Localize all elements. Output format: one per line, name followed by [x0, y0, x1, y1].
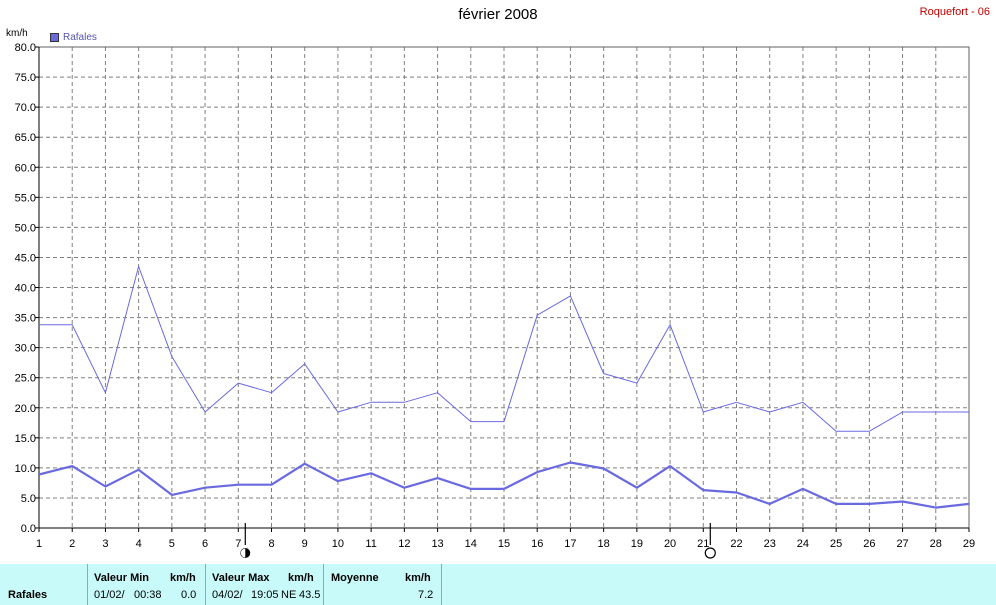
- x-tick-label: 20: [664, 538, 676, 550]
- stats-bar: Rafales Valeur Min km/h 01/02/ 00:38 0.0…: [0, 564, 996, 605]
- x-tick-label: 5: [169, 538, 175, 550]
- min-header: Valeur Min: [94, 572, 150, 584]
- x-tick-label: 11: [365, 538, 376, 550]
- x-tick-label: 10: [332, 538, 344, 550]
- avg-header: Moyenne: [331, 572, 379, 584]
- max-time: 19:05: [251, 589, 279, 601]
- legend-label: Rafales: [63, 32, 97, 43]
- grid: [39, 47, 969, 528]
- chart-title: février 2008: [458, 6, 538, 23]
- min-date: 01/02/: [94, 589, 125, 601]
- series-line-2: [38, 461, 970, 509]
- y-tick-label: 80.0: [15, 42, 36, 54]
- y-tick-label: 75.0: [15, 72, 36, 84]
- x-tick-label: 15: [498, 538, 510, 550]
- x-tick-label: 3: [102, 538, 108, 550]
- x-tick-label: 19: [631, 538, 643, 550]
- x-tick-label: 22: [730, 538, 742, 550]
- full-moon-highlight: [240, 548, 246, 558]
- y-tick-label: 65.0: [15, 132, 36, 144]
- y-tick-label: 70.0: [15, 102, 36, 114]
- legend: Rafales: [50, 32, 97, 43]
- y-tick-label: 45.0: [15, 252, 36, 264]
- x-tick-label: 13: [431, 538, 443, 550]
- min-time: 00:38: [134, 589, 162, 601]
- series-line-1: [39, 266, 969, 432]
- chart-plot: 0.0 5.0 10.0 15.0 20.0 25.0 30.0 35.0 40.0 45.0 50…: [15, 42, 976, 559]
- legend-swatch-icon: [50, 33, 59, 42]
- stats-divider: [441, 564, 442, 605]
- avg-value: 7.2: [418, 589, 434, 601]
- x-tick-label: 2: [69, 538, 75, 550]
- min-value: 0.0: [181, 589, 197, 601]
- x-tick-label: 1: [36, 538, 42, 550]
- y-tick-label: 20.0: [15, 403, 36, 415]
- y-tick-label: 10.0: [15, 463, 36, 475]
- max-unit: km/h: [288, 572, 314, 584]
- y-tick-label: 15.0: [15, 433, 36, 445]
- stats-divider: [205, 564, 206, 605]
- avg-unit: km/h: [405, 572, 431, 584]
- stats-divider: [87, 564, 88, 605]
- x-tick-label: 7: [235, 538, 241, 550]
- max-direction: NE: [281, 589, 297, 601]
- stats-divider: [323, 564, 324, 605]
- moon-phases: [240, 523, 716, 559]
- max-date: 04/02/: [212, 589, 243, 601]
- y-tick-label: 30.0: [15, 343, 36, 355]
- max-value: 43.5: [299, 589, 321, 601]
- y-axis-unit: km/h: [6, 28, 28, 39]
- x-tick-label: 8: [268, 538, 274, 550]
- new-moon-icon: [704, 547, 716, 559]
- x-tick-label: 26: [863, 538, 875, 550]
- x-tick-label: 9: [302, 538, 308, 550]
- x-tick-label: 29: [963, 538, 975, 550]
- x-tick-label: 12: [398, 538, 410, 550]
- y-tick-label: 5.0: [21, 493, 36, 505]
- y-tick-label: 25.0: [15, 373, 36, 385]
- x-tick-label: 28: [930, 538, 942, 550]
- x-tick-label: 21: [697, 538, 709, 550]
- x-tick-label: 17: [564, 538, 576, 550]
- x-tick-label: 23: [764, 538, 776, 550]
- y-tick-label: 0.0: [21, 523, 36, 535]
- min-unit: km/h: [170, 572, 196, 584]
- x-tick-label: 25: [830, 538, 842, 550]
- y-tick-label: 40.0: [15, 283, 36, 295]
- x-tick-label: 6: [202, 538, 208, 550]
- x-tick-label: 14: [465, 538, 477, 550]
- stats-row-label: Rafales: [8, 589, 48, 601]
- x-tick-label: 4: [136, 538, 142, 550]
- x-tick-label: 24: [797, 538, 809, 550]
- station-label: Roquefort - 06: [919, 6, 990, 18]
- y-tick-label: 50.0: [15, 222, 36, 234]
- x-tick-label: 16: [531, 538, 543, 550]
- x-tick-label: 27: [896, 538, 908, 550]
- series: [38, 266, 970, 509]
- x-tick-label: 18: [598, 538, 610, 550]
- y-tick-label: 55.0: [15, 192, 36, 204]
- axes: 0.0 5.0 10.0 15.0 20.0 25.0 30.0 35.0 40.0 45.0 50…: [15, 42, 976, 550]
- y-tick-label: 60.0: [15, 162, 36, 174]
- max-header: Valeur Max: [212, 572, 270, 584]
- y-tick-label: 35.0: [15, 313, 36, 325]
